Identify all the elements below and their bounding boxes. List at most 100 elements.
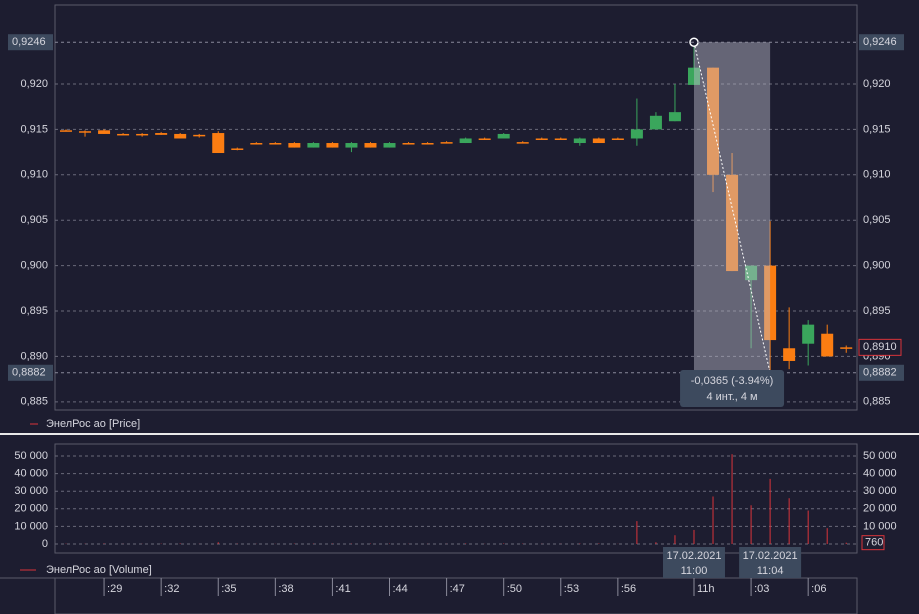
y-tick-label: 0,905 [20,214,48,226]
candle-body [117,133,130,136]
candle-body [707,67,720,175]
y-tick-label: 0,920 [20,78,48,90]
x-tick-label: :47 [450,583,465,595]
marker-box [8,34,53,51]
candle-body [136,133,149,136]
last-volume-label: 760 [865,537,883,549]
y-tick-label: 0,900 [20,260,48,272]
volume-bar [845,542,847,545]
y-tick-label: 20 000 [14,503,48,515]
volume-bar [179,543,181,545]
x-tick-label: :53 [564,583,579,595]
x-tick-label: :03 [754,583,769,595]
candle-body [764,265,777,341]
volume-bar [769,478,771,545]
y-tick-label: 30 000 [863,485,897,497]
candle-body [60,130,72,132]
candle-body [364,143,377,148]
y-tick-label: 40 000 [14,467,48,479]
crosshair-box [662,547,725,578]
x-tick-label: :38 [278,583,293,595]
measure-tooltip [680,370,785,407]
price-panel [54,4,858,411]
x-tick-label: :56 [621,583,636,595]
candle-body [668,112,681,122]
candle-body [288,143,301,148]
candle-body [269,143,282,145]
x-tick-label: :35 [221,583,236,595]
volume-bar [712,496,714,545]
y-tick-label: 50 000 [14,450,48,462]
volume-bar [807,510,809,545]
marker-box [859,34,904,51]
y-tick-label: 0,900 [863,260,891,272]
y-tick-label: 30 000 [14,485,48,497]
y-tick-label: 0,910 [863,169,891,181]
candle-body [592,138,605,144]
marker-box [8,364,53,381]
crosshair-date: 17.02.2021 [743,550,798,562]
y-tick-label: 20 000 [863,503,897,515]
volume-bar [750,505,752,545]
candle-body [440,142,453,144]
candle-body [497,133,510,139]
volume-bar [217,542,219,545]
x-tick-label: 11h [697,583,715,595]
y-tick-label: 10 000 [14,520,48,532]
candle-body [687,67,700,85]
volume-bar [788,498,790,545]
volume-bar [693,529,695,545]
volume-bar [465,543,467,545]
volume-bar [826,528,828,545]
marker-label: 0,9246 [12,36,46,48]
marker-label: 0,8882 [863,367,897,379]
candle-body [573,138,586,144]
candle-body [212,133,225,154]
x-tick-label: :41 [335,583,350,595]
volume-bar [674,535,676,545]
candle-body [383,143,396,148]
legend-label: ЭнелРос ао [Volume] [46,564,152,576]
y-tick-label: 0,895 [863,305,891,317]
marker-label: 0,8882 [12,367,46,379]
candle-body [421,143,434,145]
volume-bar [636,521,638,545]
volume-bar [731,454,733,545]
measure-span: 4 инт., 4 м [706,391,757,403]
y-tick-label: 0,920 [863,78,891,90]
y-tick-label: 50 000 [863,450,897,462]
y-tick-label: 10 000 [863,520,897,532]
y-tick-label: 0,885 [20,396,48,408]
candle-body [459,138,472,144]
y-tick-label: 0,895 [20,305,48,317]
volume-panel [54,443,858,554]
crosshair-box [739,547,802,578]
candle-body [155,133,168,135]
y-tick-label: 0,915 [20,123,48,135]
candle-body [821,333,834,357]
candle-body [345,143,358,148]
candle-body [840,347,853,349]
last-price-box [858,338,902,356]
x-tick-label: :50 [507,583,522,595]
candle-body [535,138,548,140]
time-axis [54,577,858,614]
measure-line [693,42,771,373]
candle-body [326,143,339,148]
marker-box [859,364,904,381]
candle-body [174,133,187,139]
candle-body [630,129,643,139]
candle-body [726,174,739,272]
candle-body [554,138,567,140]
legend-label: ЭнелРос ао [Price] [46,418,140,430]
candle-body [478,138,491,140]
marker-label: 0,9246 [863,36,897,48]
candle-body [611,138,624,140]
y-tick-label: 40 000 [863,467,897,479]
y-tick-label: 0,885 [863,396,891,408]
volume-bar [655,542,657,545]
candle-body [98,130,111,134]
y-tick-label: 0,890 [20,350,48,362]
crosshair-time: 11:04 [757,565,784,577]
